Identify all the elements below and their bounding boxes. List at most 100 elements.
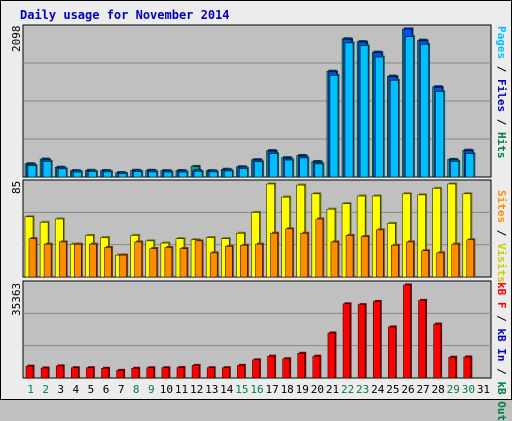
kbf-bar bbox=[40, 367, 49, 379]
day-label: 26 bbox=[401, 383, 414, 396]
kbf-bar bbox=[418, 300, 426, 379]
pages-bar bbox=[57, 168, 67, 178]
pages-bar bbox=[299, 157, 308, 178]
day-label: 5 bbox=[88, 383, 95, 396]
pages-bar bbox=[405, 36, 414, 178]
sites-bar bbox=[89, 243, 97, 278]
pages-bar bbox=[148, 171, 158, 178]
kbf-bar bbox=[55, 365, 64, 379]
sites-bar bbox=[345, 235, 354, 278]
pages-bar bbox=[284, 159, 293, 178]
day-label: 25 bbox=[386, 383, 399, 396]
day-label: 18 bbox=[281, 383, 294, 396]
pages-bar bbox=[208, 171, 218, 178]
kbf-bar bbox=[101, 368, 109, 379]
sites-bar bbox=[74, 243, 82, 278]
kbf-bar bbox=[267, 355, 275, 379]
day-label: 11 bbox=[175, 383, 188, 396]
sites-bar bbox=[391, 245, 399, 278]
day-label: 17 bbox=[265, 383, 278, 396]
sites-bar bbox=[406, 241, 414, 278]
sites-bar bbox=[194, 240, 203, 278]
day-label: 16 bbox=[250, 383, 263, 396]
kbf-bar bbox=[252, 359, 260, 379]
kbf-bar bbox=[176, 367, 185, 379]
sites-bar bbox=[58, 241, 67, 278]
day-label: 19 bbox=[296, 383, 309, 396]
pages-bar bbox=[329, 75, 339, 178]
day-label: 27 bbox=[416, 383, 429, 396]
kbf-bar bbox=[161, 367, 170, 379]
pages-bar bbox=[88, 171, 97, 178]
sites-bar bbox=[179, 248, 188, 278]
pages-bar bbox=[450, 161, 459, 178]
day-label: 7 bbox=[118, 383, 125, 396]
kbf-bar bbox=[297, 353, 305, 379]
kbf-bar bbox=[372, 301, 381, 379]
pages-bar bbox=[239, 168, 248, 178]
day-label: 1 bbox=[27, 383, 34, 396]
pages-bar bbox=[374, 56, 384, 178]
kbf-bar bbox=[237, 365, 245, 379]
day-label: 31 bbox=[477, 383, 490, 396]
pages-bar bbox=[42, 161, 52, 178]
day-label: 2 bbox=[42, 383, 49, 396]
kbf-bar bbox=[388, 326, 396, 379]
kbf-bar bbox=[71, 367, 79, 379]
kbf-bar bbox=[116, 370, 124, 379]
sites-bar bbox=[119, 254, 127, 278]
usage-chart: 1 2 3 4 5 6 7 8 9 10 11 12 13 14 15 16 17 18 19 20 21 22 23 24 2… bbox=[22, 24, 492, 396]
pages-bar bbox=[254, 161, 263, 178]
sites-bar bbox=[134, 241, 142, 278]
sites-bar bbox=[43, 243, 52, 278]
sites-bar bbox=[225, 246, 233, 278]
sites-bar bbox=[466, 239, 475, 278]
kbf-bar bbox=[206, 367, 215, 379]
day-label: 6 bbox=[103, 383, 110, 396]
pages-bar bbox=[224, 170, 233, 178]
kbf-bar bbox=[403, 284, 411, 379]
day-label: 4 bbox=[73, 383, 80, 396]
kbf-bar bbox=[146, 367, 155, 379]
day-label: 22 bbox=[341, 383, 354, 396]
kbf-bar bbox=[131, 368, 139, 379]
sites-bar bbox=[300, 232, 308, 278]
pages-bar bbox=[118, 173, 127, 178]
sites-bar bbox=[315, 218, 324, 278]
kbf-bar bbox=[25, 365, 34, 379]
kbf-bar bbox=[191, 365, 200, 379]
day-label: 12 bbox=[190, 383, 203, 396]
pages-bar bbox=[27, 165, 37, 178]
sites-bar bbox=[421, 250, 429, 278]
pages-bar bbox=[314, 163, 324, 178]
day-label: 20 bbox=[311, 383, 324, 396]
day-label: 21 bbox=[326, 383, 339, 396]
kbf-bar bbox=[86, 367, 94, 379]
day-label: 14 bbox=[220, 383, 234, 396]
sites-bar bbox=[240, 245, 248, 278]
day-label: 30 bbox=[462, 383, 475, 396]
pages-bar bbox=[390, 80, 399, 178]
kbf-bar bbox=[312, 355, 321, 379]
pages-bar bbox=[359, 45, 369, 178]
chart-title: Daily usage for November 2014 bbox=[20, 8, 230, 22]
sites-bar bbox=[104, 247, 112, 278]
pages-bar bbox=[344, 42, 354, 178]
sites-bar bbox=[436, 252, 444, 278]
kbf-bar bbox=[327, 332, 336, 379]
kbf-bar bbox=[463, 356, 472, 379]
pages-bar bbox=[178, 171, 188, 178]
kbf-bar bbox=[357, 304, 366, 379]
pages-bar bbox=[465, 153, 475, 178]
sites-bar bbox=[451, 243, 459, 278]
sites-bar bbox=[255, 243, 263, 278]
kbf-bar bbox=[282, 358, 290, 379]
sites-bar bbox=[28, 238, 37, 278]
sites-bar bbox=[360, 236, 369, 278]
pages-bar bbox=[103, 171, 112, 178]
sites-bar bbox=[149, 248, 158, 278]
sites-bar bbox=[209, 252, 218, 278]
pages-bar bbox=[163, 171, 173, 178]
kbf-bar bbox=[222, 367, 230, 379]
kbf-bar bbox=[433, 323, 441, 379]
